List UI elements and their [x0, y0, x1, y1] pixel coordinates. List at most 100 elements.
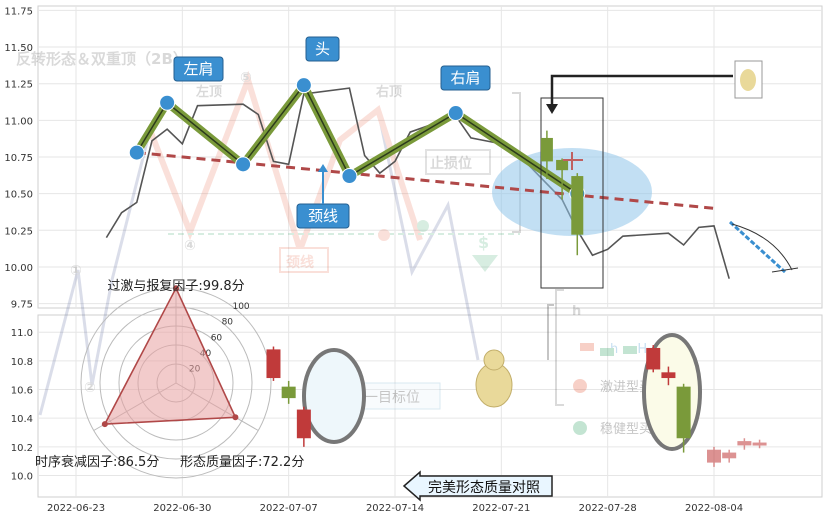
top-y-tick-label: 11.00 — [4, 116, 33, 127]
bottom-y-tick-label: 10.6 — [11, 386, 33, 397]
faded-label: ② — [84, 380, 96, 396]
faded-candle-group — [752, 439, 767, 449]
radar-axis-label: 过激与报复因子:99.8分 — [107, 279, 244, 294]
reference-candle-body — [296, 409, 311, 439]
faded-arrow-icon — [472, 255, 498, 272]
faded-dot — [378, 229, 390, 241]
faded-legend-candle — [580, 343, 594, 351]
pattern-candle-group — [646, 345, 661, 373]
faded-candle-body — [752, 442, 767, 446]
faded-candle-group — [737, 438, 752, 450]
x-tick-label: 2022-06-30 — [153, 503, 211, 514]
reference-candle-group — [296, 406, 311, 447]
mascot-icon — [740, 69, 756, 91]
faded-bracket — [555, 289, 564, 406]
faded-candle-body — [737, 441, 752, 446]
radar-ring-label: 80 — [222, 318, 234, 328]
faded-candle-group — [707, 446, 721, 467]
faded-label: 止损位 — [430, 155, 472, 172]
reference-candle-body — [281, 386, 296, 399]
x-tick-label: 2022-07-28 — [579, 503, 637, 514]
bottom-y-tick-label: 10.8 — [11, 357, 33, 368]
callout-arrow — [550, 74, 733, 106]
neckline-label: 颈线 — [308, 207, 338, 225]
measure-tick — [771, 267, 799, 273]
reference-candle-body — [266, 349, 281, 379]
faded-candle-group — [722, 449, 737, 463]
faded-red-line — [147, 70, 423, 260]
pattern-node — [295, 77, 312, 94]
radar-axis-label: 时序衰减因子:86.5分 — [35, 454, 159, 470]
x-tick-label: 2022-07-14 — [366, 503, 424, 514]
right-shoulder-label: 右肩 — [450, 69, 480, 87]
faded-label: ① — [70, 263, 82, 279]
faded-label: 反转形态＆双重顶（2B） — [16, 50, 188, 68]
radar-axis-label: 形态质量因子:72.2分 — [180, 455, 304, 470]
top-y-tick-label: 11.25 — [4, 80, 33, 91]
bottom-y-tick-label: 10.0 — [11, 472, 33, 483]
head-label: 头 — [315, 40, 330, 58]
radar-area — [103, 286, 237, 425]
signal-box — [540, 97, 604, 289]
pattern-node — [235, 156, 252, 173]
top-y-tick-label: 10.75 — [4, 153, 33, 164]
reference-candle-group — [281, 380, 296, 404]
faded-label: ⑤ — [240, 70, 252, 86]
mascot-figure-head — [483, 349, 505, 371]
pattern-ring-left — [302, 348, 366, 444]
faded-label: 右顶 — [375, 84, 402, 100]
pattern-node — [447, 105, 464, 122]
bottom-y-tick-label: 10.2 — [11, 443, 33, 454]
reference-candle-group — [266, 346, 281, 381]
callout-arrow-head — [546, 104, 558, 114]
pattern-node — [128, 144, 145, 161]
left-shoulder-label: 左肩 — [183, 60, 213, 78]
pattern-candle-body — [676, 386, 691, 439]
price-candle-body — [540, 137, 553, 162]
bottom-y-tick-label: 11.0 — [11, 328, 33, 339]
faded-candle-body — [707, 449, 721, 463]
left-shoulder-label-box — [173, 56, 224, 82]
top-y-tick-label: 10.00 — [4, 263, 33, 274]
faded-legend-candle — [623, 346, 637, 354]
right-shoulder-label-box — [440, 65, 491, 91]
faded-label: 颈线 — [285, 254, 314, 271]
x-tick-label: 2022-08-04 — [685, 503, 743, 514]
radar-ring-label: 60 — [211, 333, 223, 343]
faded-label: h = H — [610, 342, 647, 357]
top-y-tick-label: 10.50 — [4, 190, 33, 201]
head-label-box — [305, 36, 340, 62]
radar-point — [101, 421, 108, 428]
pattern-candle-body — [661, 372, 676, 379]
radar-point — [232, 414, 239, 421]
banner-label: 完美形态质量对照 — [428, 480, 540, 496]
faded-label: ④ — [184, 238, 196, 254]
x-tick-label: 2022-07-07 — [260, 503, 318, 514]
pen-stroke — [728, 220, 787, 274]
pattern-candle-group — [676, 383, 691, 453]
price-candle-body — [571, 176, 584, 235]
faded-label: 左顶 — [196, 84, 222, 100]
faded-dot — [573, 421, 587, 435]
pattern-candle-group — [661, 366, 676, 386]
price-candle-body — [556, 159, 569, 171]
measure-arc — [731, 223, 793, 271]
faded-label-box — [279, 247, 329, 273]
faded-legend-candle — [600, 348, 614, 356]
x-tick-label: 2022-06-23 — [47, 503, 105, 514]
bottom-y-tick-label: 10.4 — [11, 414, 33, 425]
pattern-node — [341, 168, 358, 185]
top-y-tick-label: 11.50 — [4, 43, 33, 54]
faded-zigzag-line — [38, 75, 480, 416]
neckline-label-arrow — [318, 164, 328, 172]
faded-label: h — [572, 304, 581, 319]
x-tick-label: 2022-07-21 — [472, 503, 530, 514]
top-y-tick-label: 11.75 — [4, 6, 33, 17]
faded-dot — [417, 220, 429, 232]
faded-dot — [573, 379, 587, 393]
radar-ring-label: 100 — [232, 302, 249, 312]
neckline — [136, 151, 715, 210]
